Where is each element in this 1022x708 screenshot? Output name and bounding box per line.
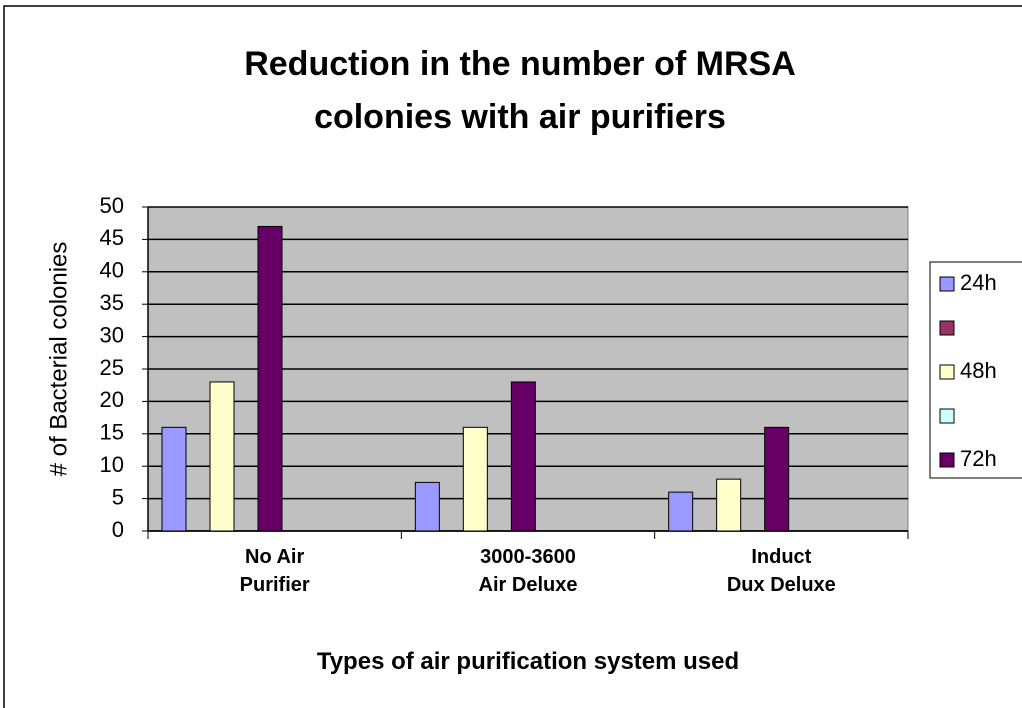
- legend-swatch: [939, 408, 955, 424]
- x-axis-title: Types of air purification system used: [316, 648, 740, 675]
- y-tick-label: 50: [100, 193, 124, 218]
- x-tick-label: No Air Purifier: [239, 546, 310, 596]
- y-tick-label: 40: [100, 258, 124, 283]
- y-tick-label: 10: [100, 452, 124, 477]
- y-tick-label: 20: [100, 387, 124, 412]
- bar: [161, 426, 187, 532]
- y-axis-title: # of Bacterial colonies: [45, 242, 72, 477]
- y-tick-label: 35: [100, 290, 124, 315]
- y-tick-label: 45: [100, 225, 124, 250]
- bar: [414, 481, 440, 532]
- y-tick-label: 15: [100, 420, 124, 445]
- chart-title: Reduction in the number of MRSA colonies…: [244, 45, 796, 136]
- legend-swatch: [939, 320, 955, 336]
- y-tick-label: 5: [112, 484, 124, 509]
- bar: [668, 491, 694, 532]
- y-tick-label: 0: [112, 517, 124, 542]
- bar: [716, 478, 742, 532]
- legend-swatch: [939, 364, 955, 380]
- y-tick-label: 25: [100, 355, 124, 380]
- x-tick-label: Induct Dux Deluxe: [726, 546, 836, 596]
- x-tick-label: 3000-3600 Air Deluxe: [478, 546, 578, 596]
- legend-swatch: [939, 276, 955, 292]
- bar: [764, 426, 790, 532]
- legend-swatch: [939, 452, 955, 468]
- legend-label: 72h: [960, 446, 997, 471]
- legend-label: 48h: [960, 358, 997, 383]
- bar: [462, 426, 488, 532]
- bar: [209, 381, 235, 532]
- bar: [510, 381, 536, 532]
- bar: [257, 225, 283, 532]
- legend-label: 24h: [960, 270, 997, 295]
- y-tick-label: 30: [100, 322, 124, 347]
